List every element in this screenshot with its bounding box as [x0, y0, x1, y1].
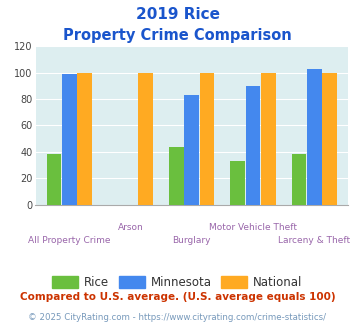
Bar	[77, 73, 92, 205]
Legend: Rice, Minnesota, National: Rice, Minnesota, National	[48, 272, 307, 294]
Bar	[47, 154, 61, 205]
Text: 2019 Rice: 2019 Rice	[136, 7, 219, 21]
Bar	[322, 73, 337, 205]
Bar	[246, 86, 260, 205]
Bar	[184, 95, 199, 205]
Text: © 2025 CityRating.com - https://www.cityrating.com/crime-statistics/: © 2025 CityRating.com - https://www.city…	[28, 313, 327, 322]
Text: Burglary: Burglary	[173, 236, 211, 245]
Bar	[307, 69, 322, 205]
Bar	[291, 154, 306, 205]
Bar	[230, 161, 245, 205]
Bar	[138, 73, 153, 205]
Text: Motor Vehicle Theft: Motor Vehicle Theft	[209, 223, 297, 232]
Text: Property Crime Comparison: Property Crime Comparison	[63, 28, 292, 43]
Text: Arson: Arson	[118, 223, 143, 232]
Text: Compared to U.S. average. (U.S. average equals 100): Compared to U.S. average. (U.S. average …	[20, 292, 335, 302]
Bar	[261, 73, 275, 205]
Bar	[169, 147, 184, 205]
Text: All Property Crime: All Property Crime	[28, 236, 110, 245]
Text: Larceny & Theft: Larceny & Theft	[278, 236, 350, 245]
Bar	[200, 73, 214, 205]
Bar	[62, 74, 77, 205]
